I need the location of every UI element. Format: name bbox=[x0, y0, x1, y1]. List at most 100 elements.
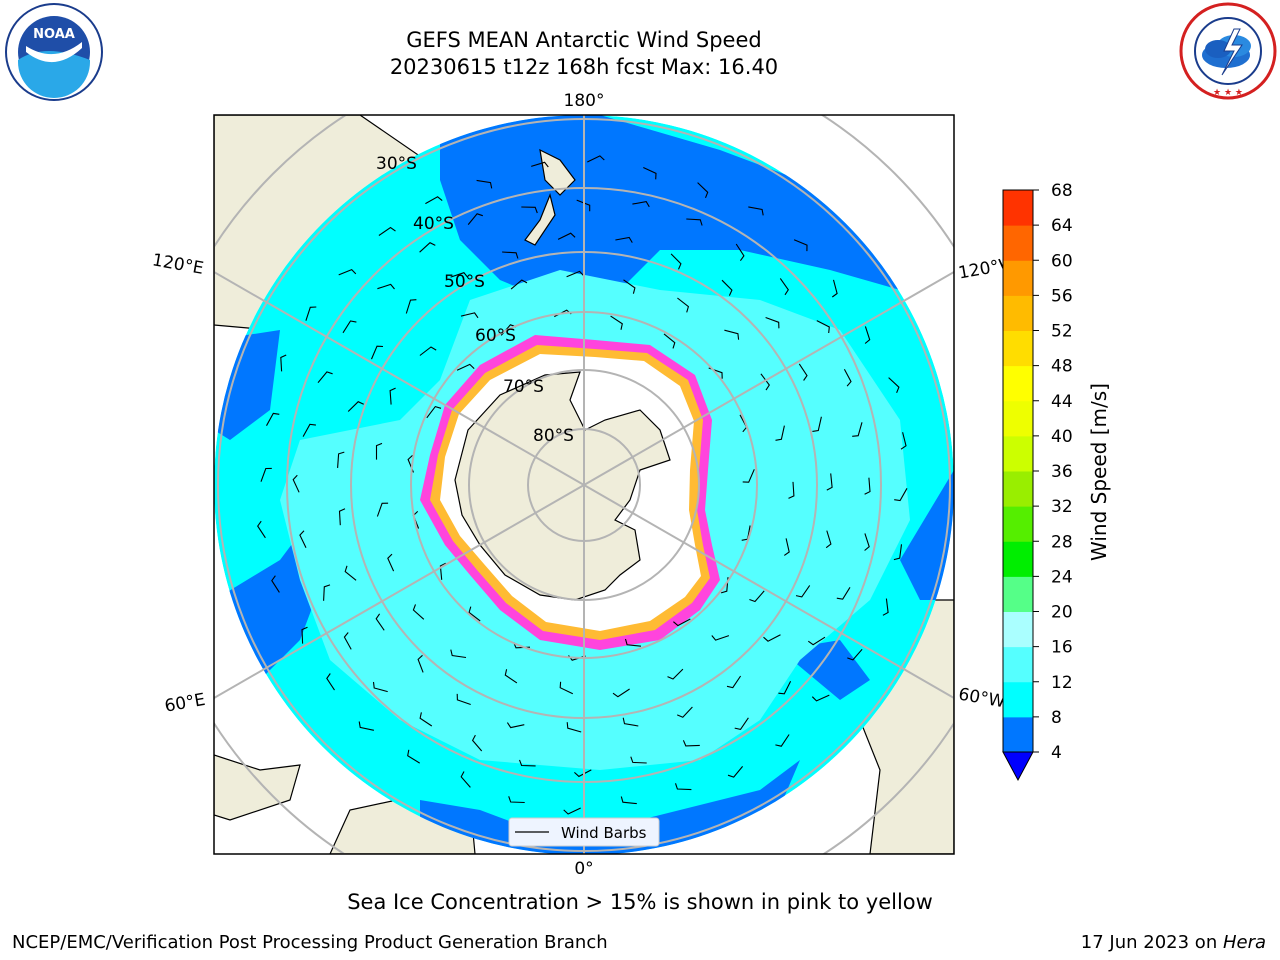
wind-barb bbox=[419, 242, 436, 253]
wind-barb bbox=[677, 297, 690, 313]
wind-barb bbox=[338, 268, 357, 276]
wind-barb bbox=[342, 320, 357, 334]
colorbar-tick-label: 64 bbox=[1051, 216, 1073, 236]
wind-barb bbox=[623, 279, 636, 294]
wind-barb bbox=[476, 179, 493, 189]
wind-barb bbox=[632, 200, 650, 208]
wind-barb bbox=[793, 239, 808, 252]
wind-barb bbox=[663, 333, 676, 349]
colorbar-tick-label: 8 bbox=[1051, 708, 1062, 728]
wind-barb bbox=[826, 473, 833, 491]
colorbar-tick-label: 12 bbox=[1051, 673, 1073, 693]
wind-barb bbox=[326, 673, 335, 691]
svg-text:NOAA: NOAA bbox=[33, 27, 75, 42]
wind-barb bbox=[271, 575, 280, 593]
colorbar-tick-label: 68 bbox=[1051, 181, 1073, 201]
wind-barb bbox=[372, 681, 388, 693]
colorbar-tick-label: 48 bbox=[1051, 357, 1073, 377]
colorbar-tick-label: 24 bbox=[1051, 567, 1073, 587]
wind-barb bbox=[864, 533, 870, 551]
wind-barb bbox=[749, 590, 765, 603]
wind-barb bbox=[864, 326, 871, 344]
wind-barb bbox=[900, 432, 907, 450]
wind-barb bbox=[686, 218, 703, 226]
wind-barb bbox=[531, 161, 549, 168]
wind-barb bbox=[508, 796, 525, 804]
wind-barb bbox=[343, 632, 352, 650]
wind-barb bbox=[387, 553, 395, 572]
wind-barb bbox=[816, 320, 830, 334]
colorbar-segment bbox=[1003, 435, 1033, 472]
wind-barb bbox=[375, 442, 383, 460]
wind-barb bbox=[317, 371, 333, 384]
wind-barb bbox=[506, 722, 525, 729]
antarctica bbox=[454, 371, 671, 601]
wind-barb bbox=[843, 368, 852, 387]
svg-text:★ ★ ★: ★ ★ ★ bbox=[1213, 88, 1243, 98]
wind-barb bbox=[419, 346, 437, 356]
colorbar-tick-label: 16 bbox=[1051, 638, 1073, 658]
wind-barb bbox=[450, 649, 467, 659]
wind-barb bbox=[467, 213, 483, 225]
wind-barb bbox=[566, 722, 582, 733]
wind-barb bbox=[566, 270, 585, 278]
colorbar-segment bbox=[1003, 541, 1033, 577]
wind-barb bbox=[724, 329, 740, 340]
colorbar-segment bbox=[1003, 295, 1033, 331]
wind-barb bbox=[299, 530, 307, 548]
wind-barb bbox=[292, 474, 300, 493]
wind-barb bbox=[405, 299, 417, 314]
wind-barb bbox=[682, 740, 700, 747]
colorbar-segment bbox=[1003, 646, 1033, 683]
chart-title: GEFS MEAN Antarctic Wind Speed bbox=[406, 28, 762, 52]
wind-barb bbox=[643, 167, 657, 180]
wind-barb bbox=[557, 232, 576, 240]
wind-barb bbox=[674, 783, 692, 791]
wind-barb bbox=[347, 401, 364, 412]
wind-barb bbox=[375, 613, 385, 631]
lat-label-50s: 50°S bbox=[444, 272, 485, 292]
lon-label-60e: 60°E bbox=[163, 690, 207, 717]
wind-barb bbox=[502, 251, 519, 259]
wind-barb bbox=[610, 315, 623, 330]
lon-label-120e: 120°E bbox=[151, 250, 205, 279]
lon-label-180: 180° bbox=[564, 91, 605, 111]
wind-barb bbox=[778, 681, 792, 695]
wind-barb bbox=[260, 467, 272, 482]
wind-barb bbox=[624, 638, 642, 647]
colorbar-segment bbox=[1003, 681, 1033, 718]
wind-barb bbox=[742, 469, 755, 483]
noaa-logo-icon: NOAA bbox=[5, 3, 103, 101]
wind-barb bbox=[576, 199, 591, 212]
wind-barb bbox=[726, 675, 742, 689]
wind-barb bbox=[727, 766, 744, 778]
lat-label-40s: 40°S bbox=[413, 214, 454, 234]
wind-barb bbox=[559, 681, 574, 695]
colorbar-tick-label: 20 bbox=[1051, 603, 1073, 623]
wind-barb bbox=[779, 278, 789, 296]
wind-barb bbox=[825, 530, 832, 549]
wind-barb bbox=[711, 635, 730, 641]
wind-barb bbox=[882, 598, 889, 616]
colorbar-tick-label: 52 bbox=[1051, 322, 1073, 342]
lat-label-80s: 80°S bbox=[533, 426, 574, 446]
graticule bbox=[214, 115, 954, 854]
wind-barb bbox=[439, 562, 447, 580]
wind-barb bbox=[407, 749, 420, 764]
wind-barb bbox=[280, 354, 287, 372]
footer-credit: NCEP/EMC/Verification Post Processing Pr… bbox=[12, 932, 608, 953]
colorbar-tick-label: 44 bbox=[1051, 392, 1073, 412]
wind-barb bbox=[302, 423, 316, 437]
wind-barb bbox=[389, 387, 396, 405]
wind-barb bbox=[888, 377, 900, 394]
wind-barb bbox=[620, 796, 637, 805]
wind-barb bbox=[630, 756, 647, 764]
colorbar-tick-label: 36 bbox=[1051, 462, 1073, 482]
colorbar-segment bbox=[1003, 225, 1033, 261]
wind-barb bbox=[338, 508, 346, 526]
wind-barb bbox=[468, 606, 481, 622]
wind-barb bbox=[376, 502, 389, 517]
colorbar-tick-label: 40 bbox=[1051, 427, 1073, 447]
wind-barb bbox=[748, 206, 764, 216]
